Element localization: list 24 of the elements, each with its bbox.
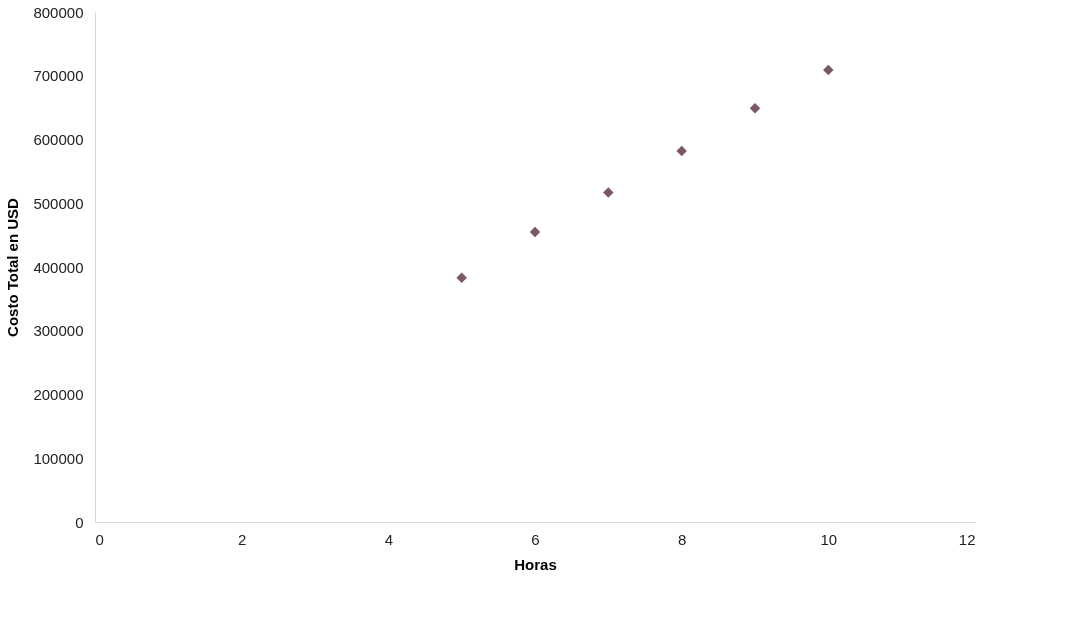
y-tick-label: 700000: [33, 67, 84, 85]
x-tick-label: 8: [677, 530, 687, 548]
point: [529, 226, 541, 238]
y-axis-title: Costo Total en USD: [4, 197, 22, 337]
point: [603, 187, 614, 198]
y-tick-label: 200000: [33, 386, 84, 403]
point: [749, 103, 761, 114]
x-tick-label: 6: [531, 530, 540, 548]
y-tick-label: 600000: [33, 131, 84, 148]
x-axis-title: Horas: [514, 555, 557, 573]
x-tick-label: 2: [237, 530, 247, 548]
y-tick-label: 0: [75, 513, 84, 531]
point: [456, 272, 467, 284]
y-tick-label: 300000: [33, 322, 84, 340]
x-tick-label: 4: [384, 530, 394, 548]
point: [676, 145, 687, 157]
x-tick-label: 10: [820, 530, 838, 548]
y-tick-label: 400000: [33, 258, 84, 276]
point: [823, 64, 834, 76]
y-tick-label: 100000: [33, 449, 84, 467]
x-tick-label: 0: [95, 530, 104, 548]
x-tick-label: 12: [958, 530, 976, 548]
y-tick-label: 500000: [33, 194, 84, 212]
y-tick-label: 800000: [33, 3, 84, 21]
